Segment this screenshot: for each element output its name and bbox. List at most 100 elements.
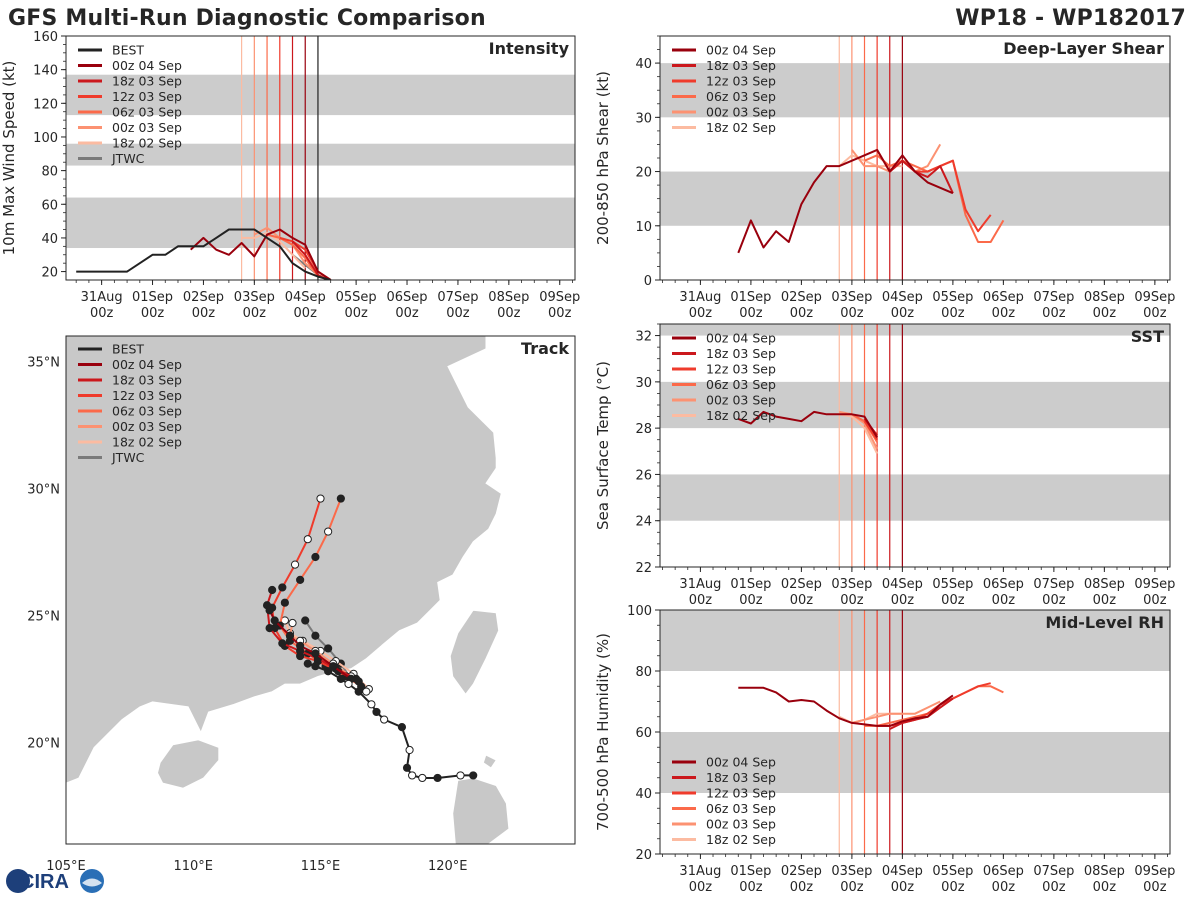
cira-logo: CIRA — [6, 869, 104, 893]
intensity-legend-label: 06z 03 Sep — [112, 105, 182, 120]
sst-legend-label: 00z 04 Sep — [706, 331, 776, 346]
intensity-xtick-label: 03Sep — [234, 290, 275, 305]
shear-xtick-label: 00z — [1143, 306, 1167, 321]
track-point-00z-04-sep — [265, 606, 274, 615]
sst-xtick-label: 07Sep — [1033, 577, 1074, 592]
sst-series-18z-02-sep — [839, 413, 878, 455]
track-legend-label: 18z 02 Sep — [112, 435, 182, 450]
intensity-xtick-label: 01Sep — [132, 290, 173, 305]
intensity-xtick-label: 08Sep — [488, 290, 529, 305]
sst-xtick-label: 00z — [739, 593, 763, 608]
sst-xtick-label: 00z — [891, 593, 915, 608]
track-frame — [65, 335, 576, 845]
rh-ytick-label: 80 — [635, 665, 652, 680]
track-point-00z-04-sep — [285, 631, 295, 640]
sst-xtick-label: 31Aug — [679, 577, 721, 592]
track-point-06z-03-sep — [296, 575, 305, 584]
track-legend-label: 06z 03 Sep — [112, 404, 182, 419]
sst-xtick-label: 03Sep — [831, 577, 872, 592]
rh-xtick-label: 05Sep — [932, 864, 973, 879]
intensity-xtick-label: 09Sep — [539, 290, 580, 305]
track-point-12z-03-sep — [303, 535, 312, 544]
track-legend-label: JTWC — [111, 450, 145, 465]
rh-xtick-label: 03Sep — [831, 864, 872, 879]
rh-xtick-label: 00z — [790, 880, 814, 895]
shear-xtick-label: 05Sep — [932, 290, 973, 305]
intensity-xtick-label: 31Aug — [81, 290, 123, 305]
intensity-ytick-label: 20 — [41, 266, 58, 281]
track-point-06z-03-sep — [280, 598, 289, 607]
shear-ytick-label: 20 — [635, 166, 652, 181]
rh-legend-label: 00z 03 Sep — [706, 817, 776, 832]
intensity-legend-label: JTWC — [111, 151, 145, 166]
intensity-ytick-label: 100 — [33, 131, 58, 146]
track-point-best — [469, 771, 478, 780]
rh-xtick-label: 00z — [891, 880, 915, 895]
track-point-00z-03-sep — [288, 618, 297, 628]
track-ytick-label: 35°N — [27, 355, 60, 370]
sst-series-00z-04-sep — [737, 410, 878, 438]
track-point-00z-04-sep — [311, 649, 320, 658]
rh-xtick-label: 00z — [1093, 880, 1117, 895]
rh-series-00z-03-sep — [851, 700, 941, 724]
intensity-ytick-label: 120 — [33, 97, 58, 112]
shear-ylabel: 200-850 hPa Shear (kt) — [594, 71, 612, 245]
intensity-series-00z-04-sep — [190, 228, 332, 280]
rh-band-1 — [660, 610, 1170, 671]
rh-band-0 — [660, 732, 1170, 793]
shear-ytick-label: 10 — [635, 220, 652, 235]
rh-xtick-label: 00z — [941, 880, 965, 895]
shear-ytick-label: 0 — [644, 274, 652, 289]
shear-ytick-label: 30 — [635, 111, 652, 126]
intensity-title: Intensity — [489, 39, 570, 58]
sst-xtick-label: 06Sep — [983, 577, 1024, 592]
intensity-legend-label: 00z 03 Sep — [112, 120, 182, 135]
track-point-best — [456, 771, 465, 780]
shear-legend-label: 18z 03 Sep — [706, 58, 776, 73]
shear-xtick-label: 00z — [1093, 306, 1117, 321]
track-legend-label: 18z 03 Sep — [112, 373, 182, 388]
land-luzon — [452, 777, 510, 844]
track-point-best — [402, 763, 412, 772]
track-point-18z-03-sep — [278, 639, 287, 648]
rh-chart: 2040608010031Aug00z01Sep00z02Sep00z03Sep… — [594, 604, 1175, 895]
track-point-06z-03-sep — [336, 494, 345, 503]
shear-band-0 — [660, 171, 1170, 226]
shear-legend-label: 00z 03 Sep — [706, 105, 776, 120]
intensity-xtick-label: 00z — [243, 306, 267, 321]
sst-band-0 — [660, 474, 1170, 521]
track-point-18z-03-sep — [265, 624, 274, 633]
intensity-ytick-label: 40 — [41, 232, 58, 247]
storm-id-title: WP18 - WP182017 — [955, 6, 1186, 31]
intensity-series-best — [76, 228, 331, 280]
sst-xtick-label: 08Sep — [1084, 577, 1125, 592]
sst-ytick-label: 32 — [635, 330, 652, 345]
intensity-ytick-label: 160 — [33, 30, 58, 45]
track-legend-label: 00z 03 Sep — [112, 419, 182, 434]
track-xtick-label: 105°E — [46, 859, 86, 874]
shear-ytick-label: 40 — [635, 57, 652, 72]
shear-xtick-label: 00z — [891, 306, 915, 321]
sst-band-2 — [660, 324, 1170, 336]
intensity-ylabel: 10m Max Wind Speed (kt) — [0, 61, 18, 256]
track-chart: 20°N 25°N 30°N 35°N 105°E 110°E 115°E 120°E Trac… — [27, 335, 576, 874]
shear-xtick-label: 00z — [739, 306, 763, 321]
track-point-12z-03-sep — [290, 560, 300, 569]
track-point-best — [324, 667, 333, 676]
rh-ytick-label: 60 — [635, 726, 652, 741]
shear-xtick-label: 00z — [992, 306, 1016, 321]
track-point-jtwc — [301, 616, 310, 625]
sst-xtick-label: 00z — [840, 593, 864, 608]
rh-xtick-label: 09Sep — [1134, 864, 1175, 879]
intensity-legend-label: 00z 04 Sep — [112, 58, 182, 73]
track-xtick-label: 115°E — [301, 859, 341, 874]
sst-xtick-label: 05Sep — [932, 577, 973, 592]
intensity-band-0 — [66, 197, 575, 249]
track-map-area — [66, 336, 575, 844]
rh-series-06z-03-sep — [864, 685, 1004, 727]
sst-ytick-label: 26 — [635, 468, 652, 483]
intensity-legend-label: 18z 03 Sep — [112, 74, 182, 89]
sst-legend-label: 00z 03 Sep — [706, 393, 776, 408]
track-legend-label: 12z 03 Sep — [112, 388, 182, 403]
